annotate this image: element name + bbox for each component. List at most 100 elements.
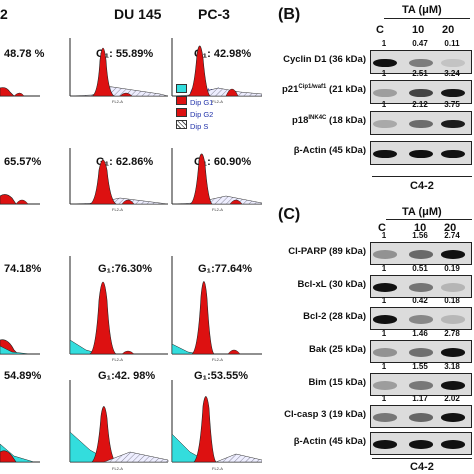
panel-c-dose-10: 10 bbox=[414, 222, 427, 234]
blot-band bbox=[373, 250, 397, 259]
legend-item-dip-g2: Dip G2 bbox=[176, 108, 223, 120]
panel-c-dose-20: 20 bbox=[444, 222, 457, 234]
blot-band bbox=[409, 149, 433, 159]
band-quant-value: 0.19 bbox=[444, 264, 460, 273]
band-quant-value: 1 bbox=[381, 69, 387, 78]
blot-strip bbox=[370, 141, 472, 165]
blot-strip bbox=[370, 111, 472, 135]
axis-label-pc3-row3: FL2-A bbox=[212, 357, 223, 362]
du145-g1-row2: G₁: 62.86% bbox=[96, 156, 154, 168]
blot-row-protein: β-Actin (45 kDa) bbox=[293, 145, 366, 156]
blot-strip bbox=[370, 307, 472, 330]
blot-band bbox=[373, 348, 397, 357]
band-quant-value: 2.02 bbox=[444, 394, 460, 403]
panel-b-dose-c: C bbox=[376, 24, 384, 36]
pc3-g1-row2: G₁: 60.90% bbox=[194, 156, 252, 168]
blot-row-protein: Cl-PARP (89 kDa) bbox=[288, 245, 366, 257]
blot-band bbox=[441, 413, 465, 422]
band-quant-value: 3.18 bbox=[444, 362, 460, 371]
blot-strip bbox=[370, 50, 472, 74]
blot-band bbox=[409, 58, 433, 68]
axis-label-pc3-row2: FL2-A bbox=[212, 207, 223, 212]
left-pct-row3: 74.18% bbox=[4, 263, 42, 275]
band-quant-value: 1 bbox=[381, 231, 387, 240]
du145-g1-row1: G₁: 55.89% bbox=[96, 48, 154, 60]
col-header-left: 2 bbox=[0, 6, 8, 22]
band-quant-value: 2.51 bbox=[412, 69, 428, 78]
blot-row-protein: Bak (25 kDa) bbox=[308, 343, 366, 355]
histogram-grid: FL2-A FL2-A FL2-A FL2-A FL2-A FL2-A FL2-… bbox=[0, 38, 262, 471]
blot-row-label: β-Actin (45 kDa) bbox=[294, 145, 366, 156]
band-quant-value: 3.24 bbox=[444, 69, 460, 78]
band-quant-value: 0.11 bbox=[444, 39, 460, 48]
band-quant-value: 1.17 bbox=[412, 394, 428, 403]
blot-band bbox=[409, 250, 433, 259]
blot-row-protein: p18 bbox=[292, 115, 309, 127]
blot-band bbox=[441, 88, 465, 98]
blot-band bbox=[441, 315, 465, 324]
blot-band bbox=[409, 283, 433, 292]
axis-label-pc3-row1: FL2-A bbox=[212, 99, 223, 104]
band-quant-value: 2.78 bbox=[444, 329, 460, 338]
blot-row-label: Bim (15 kDa) bbox=[308, 377, 366, 388]
blot-band bbox=[441, 381, 465, 390]
blot-strip bbox=[370, 373, 472, 396]
blot-band bbox=[441, 119, 465, 129]
blot-row-label: Cl-casp 3 (19 kDa) bbox=[284, 409, 366, 420]
blot-band bbox=[373, 58, 397, 68]
band-quant-value: 1 bbox=[381, 264, 387, 273]
blot-strip bbox=[370, 340, 472, 363]
axis-label-du145-row2: FL2-A bbox=[112, 207, 123, 212]
blot-row-protein: β-Actin (45 kDa) bbox=[293, 435, 366, 447]
du145-g1-row4: G₁:42. 98% bbox=[98, 370, 156, 382]
band-quant-value: 2.12 bbox=[412, 100, 428, 109]
legend-item-dip-s: Dip S bbox=[176, 120, 223, 132]
band-quant-value: 3.75 bbox=[444, 100, 460, 109]
blot-band bbox=[409, 440, 433, 449]
blot-band bbox=[373, 315, 397, 324]
legend-swatch-dip-s bbox=[176, 120, 187, 129]
histogram-left-row2 bbox=[0, 194, 40, 205]
left-pct-row4: 54.89% bbox=[4, 370, 42, 382]
band-quant-value: 1 bbox=[381, 394, 387, 403]
blot-band bbox=[441, 149, 465, 159]
blot-band bbox=[409, 381, 433, 390]
band-quant-value: 2.74 bbox=[444, 231, 460, 240]
legend-swatch-dip-g2 bbox=[176, 108, 187, 117]
panel-c-letter: (C) bbox=[278, 206, 301, 223]
left-pct-row2: 65.57% bbox=[4, 156, 42, 168]
blot-row-protein: Cl-casp 3 (19 kDa) bbox=[284, 408, 366, 420]
blot-row-protein: p21 bbox=[282, 84, 299, 96]
panel-b-treatment-line bbox=[384, 18, 470, 19]
blot-row-weight: (18 kDa) bbox=[326, 115, 366, 127]
col-header-du145: DU 145 bbox=[114, 6, 162, 22]
blot-band bbox=[373, 413, 397, 422]
band-quant-value: 1.46 bbox=[412, 329, 428, 338]
blot-row-label: p18INK4C (18 kDa) bbox=[292, 115, 366, 126]
blot-band bbox=[409, 413, 433, 422]
blot-row-label: Bcl-2 (28 kDa) bbox=[303, 311, 366, 322]
blot-band bbox=[373, 381, 397, 390]
panel-b-treatment-label: TA (μM) bbox=[402, 4, 442, 16]
blot-band bbox=[409, 88, 433, 98]
band-quant-value: 1 bbox=[381, 362, 387, 371]
histogram-du145-row2 bbox=[69, 148, 169, 205]
band-quant-value: 0.42 bbox=[412, 296, 428, 305]
blot-row-protein: Bcl-2 (28 kDa) bbox=[303, 310, 366, 322]
blot-row-label: β-Actin (45 kDa) bbox=[294, 436, 366, 447]
axis-label-du145-row1: FL2-A bbox=[112, 99, 123, 104]
col-header-pc3: PC-3 bbox=[198, 6, 230, 22]
axis-label-du145-row4: FL2-A bbox=[112, 466, 123, 471]
blot-band bbox=[373, 88, 397, 98]
axis-label-du145-row3: FL2-A bbox=[112, 357, 123, 362]
blot-row-label: Cl-PARP (89 kDa) bbox=[288, 246, 366, 257]
blot-band bbox=[373, 283, 397, 292]
panel-b-cellline-line bbox=[372, 176, 472, 177]
blot-row-protein: Bcl-xL (30 kDa) bbox=[297, 278, 366, 290]
blot-band bbox=[373, 149, 397, 159]
blot-band bbox=[441, 250, 465, 259]
panel-c-treatment-line bbox=[386, 219, 472, 220]
band-quant-value: 0.51 bbox=[412, 264, 428, 273]
pc3-g1-row1: G₁: 42.98% bbox=[194, 48, 252, 60]
band-quant-value: 1 bbox=[381, 296, 387, 305]
